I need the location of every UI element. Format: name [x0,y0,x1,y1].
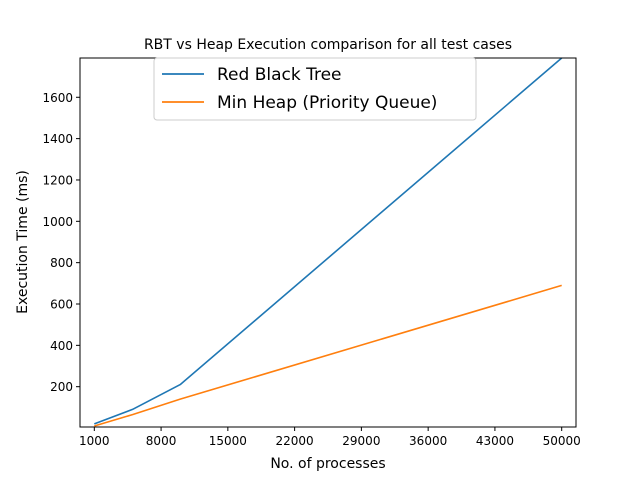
y-tick-label-3: 800 [50,256,73,270]
x-axis: 1000 8000 15000 22000 29000 36000 43000 50000 [79,427,581,448]
y-axis-label: Execution Time (ms) [15,170,31,314]
x-tick-label-5: 36000 [409,434,447,448]
x-tick-label-3: 22000 [276,434,314,448]
legend-box [153,57,477,121]
x-axis-label: No. of processes [270,456,385,472]
y-tick-label-4: 1000 [42,215,73,229]
legend-label-0: Red Black Tree [217,65,342,85]
chart-title: RBT vs Heap Execution comparison for all… [144,37,512,53]
y-tick-label-1: 400 [50,339,73,353]
x-tick-label-2: 15000 [209,434,247,448]
x-tick-label-0: 1000 [79,434,110,448]
legend: Red Black Tree Min Heap (Priority Queue) [153,57,477,121]
series-line-1 [94,284,562,427]
series-line-0 [94,57,563,425]
y-tick-label-0: 200 [50,380,73,394]
x-tick-label-6: 43000 [476,434,514,448]
y-tick-label-2: 600 [50,298,73,312]
legend-label-1: Min Heap (Priority Queue) [217,93,437,113]
x-tick-label-7: 50000 [543,434,581,448]
x-tick-label-4: 29000 [342,434,380,448]
x-tick-label-1: 8000 [146,434,177,448]
y-tick-label-7: 1600 [42,91,73,105]
plot-area [79,57,577,428]
y-axis: 200 400 600 800 1000 1200 1400 1600 [42,91,80,394]
y-tick-label-5: 1200 [42,173,73,187]
y-tick-label-6: 1400 [42,132,73,146]
